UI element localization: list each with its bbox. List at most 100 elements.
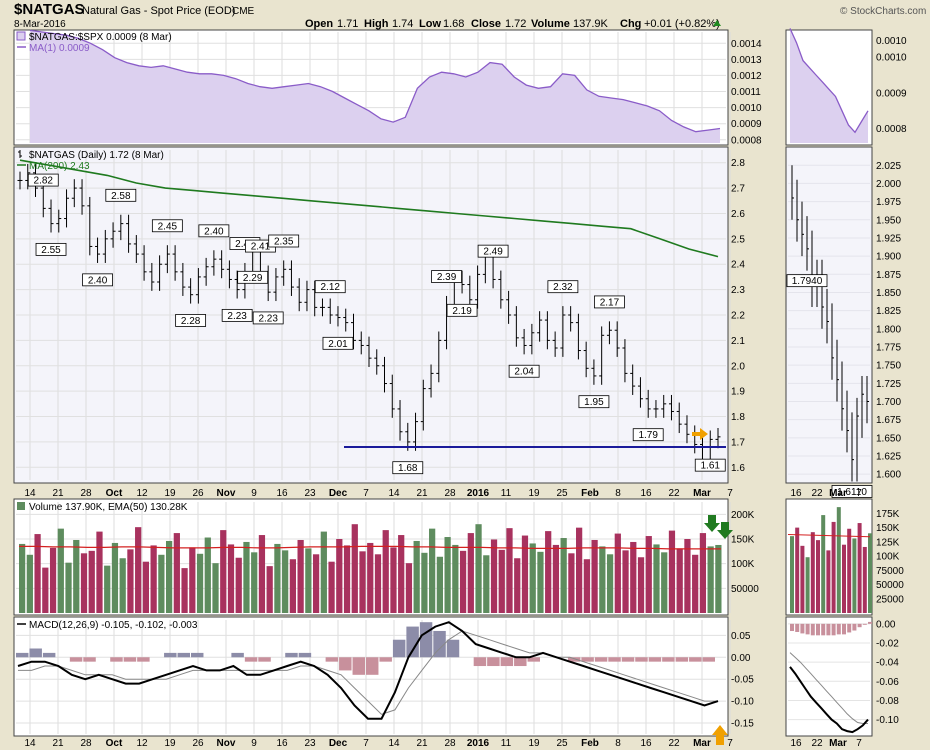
y-tick-label: 2.5 xyxy=(731,234,745,245)
macd-histogram-bar xyxy=(177,652,190,658)
volume-bar xyxy=(529,543,536,613)
price-callout: 2.40 xyxy=(82,273,113,286)
y-tick-label-right: 1.925 xyxy=(876,233,901,244)
ratio-legend-swatch xyxy=(16,31,26,41)
volume-bar xyxy=(220,530,227,613)
volume-bar xyxy=(421,552,428,613)
price-callout: 2.32 xyxy=(547,280,579,293)
volume-bar xyxy=(305,548,312,613)
x-tick-label: 16 xyxy=(276,488,288,499)
price-callout: 2.17 xyxy=(594,295,625,308)
y-tick-label: 150K xyxy=(731,535,755,546)
y-tick-label-right: 2.025 xyxy=(876,161,901,172)
volume-bar xyxy=(653,544,660,613)
price-callout-text: 2.32 xyxy=(553,282,573,293)
macd-signal-line-right xyxy=(789,652,868,724)
price-callout: 2.28 xyxy=(175,314,207,327)
y-tick-label-right: 150K xyxy=(876,523,900,534)
y-tick-label-right: 1.950 xyxy=(876,215,901,226)
price-callout-text: 2.55 xyxy=(41,245,61,256)
volume-bar xyxy=(661,552,668,613)
x-tick-label: 21 xyxy=(416,488,428,499)
macd-histogram-bar xyxy=(352,657,365,675)
y-tick-label: 2.1 xyxy=(731,336,745,347)
volume-bar xyxy=(343,545,351,613)
volume-legend: Volume 137.90K, EMA(50) 130.28K xyxy=(17,502,188,513)
price-callout-box xyxy=(632,428,664,442)
volume-bar xyxy=(189,547,196,613)
y-tick-label: 1.9 xyxy=(731,387,745,398)
x-tick-label-bottom: 7 xyxy=(727,738,733,749)
volume-bar xyxy=(181,568,188,613)
macd-histogram-bar-right xyxy=(795,623,800,632)
x-tick-label: 11 xyxy=(501,488,512,499)
macd-histogram-bar xyxy=(244,657,258,662)
y-tick-label: -0.10 xyxy=(731,697,754,708)
volume-bar-right xyxy=(831,521,836,613)
y-tick-label-right: 25000 xyxy=(876,594,904,605)
x-tick-label-bottom: 28 xyxy=(444,738,456,749)
price-callout-text: 1.68 xyxy=(398,463,418,474)
volume-legend-swatch xyxy=(17,502,25,510)
price-callout: 2.29 xyxy=(237,270,269,284)
ratio-legend: $NATGAS:$SPX 0.0009 (8 Mar) MA(1) 0.0009 xyxy=(16,31,172,54)
volume-bar xyxy=(251,552,258,613)
volume-bar xyxy=(498,549,505,613)
volume-bar-right xyxy=(795,527,800,613)
open-value: 1.71 xyxy=(337,18,358,30)
macd-histogram-bar xyxy=(29,648,42,658)
volume-bar xyxy=(19,543,26,613)
volume-bar xyxy=(127,549,134,613)
volume-bar xyxy=(668,530,676,613)
x-tick-label-bottom: 11 xyxy=(501,738,512,749)
price-callout-text: 2.19 xyxy=(452,306,472,317)
x-tick-label-right: Mar xyxy=(829,488,847,499)
price-callout-box xyxy=(322,336,354,350)
price-callout-box xyxy=(237,270,269,284)
volume-bar xyxy=(560,538,567,613)
x-tick-label-bottom: Nov xyxy=(217,738,236,749)
macd-histogram-bar xyxy=(83,657,96,662)
volume-bar-right xyxy=(826,550,831,613)
y-tick-label-right: 1.975 xyxy=(876,197,901,208)
x-tick-label-bottom: Oct xyxy=(106,738,123,749)
x-tick-label-bottom: Feb xyxy=(581,738,599,749)
macd-histogram-bar xyxy=(379,657,392,662)
y-tick-label-right: 0.0009 xyxy=(876,88,907,99)
volume-bar xyxy=(630,541,637,613)
volume-bar xyxy=(591,539,598,613)
x-tick-label-right: 16 xyxy=(790,488,802,499)
y-tick-label-right: 1.825 xyxy=(876,306,901,317)
y-tick-label-right: 50000 xyxy=(876,580,904,591)
price-callout: 2.58 xyxy=(105,188,137,202)
price-callout-box xyxy=(831,485,873,498)
volume-bar xyxy=(452,544,459,613)
volume-bar xyxy=(545,531,552,613)
x-tick-label-right-bottom: Mar xyxy=(829,738,847,749)
volume-bar xyxy=(699,533,707,613)
x-tick-label-bottom: 19 xyxy=(164,738,176,749)
volume-bar-right xyxy=(862,546,867,613)
price-callout: 2.39 xyxy=(431,270,462,283)
macd-histogram-bar xyxy=(433,630,446,658)
price-callout-text: 2.29 xyxy=(243,273,263,284)
x-tick-label: 23 xyxy=(304,488,316,499)
volume-bar xyxy=(692,554,699,613)
volume-bar-right xyxy=(810,532,815,613)
axes: 14 14 21 21 28 28 Oct Oct 12 12 19 19 26 26 Nov Nov 9 9 16… xyxy=(24,36,907,749)
price-callout: 2.04 xyxy=(508,364,540,378)
macd-histogram-bar xyxy=(662,657,675,662)
macd-histogram-bar xyxy=(500,657,514,667)
price-callout-box xyxy=(508,364,540,378)
macd-histogram-bar-right xyxy=(836,623,841,635)
y-tick-label: 2.6 xyxy=(731,209,745,220)
macd-histogram-bar xyxy=(581,657,594,662)
y-tick-label: 0.0012 xyxy=(731,71,762,82)
y-tick-label: 2.8 xyxy=(731,158,745,169)
volume-bar xyxy=(483,555,490,613)
price-callout-text: 2.23 xyxy=(258,313,278,324)
volume-bar xyxy=(297,539,304,613)
y-tick-label-right: 1.625 xyxy=(876,452,901,463)
price-callout-text: 1.79 xyxy=(638,430,658,441)
